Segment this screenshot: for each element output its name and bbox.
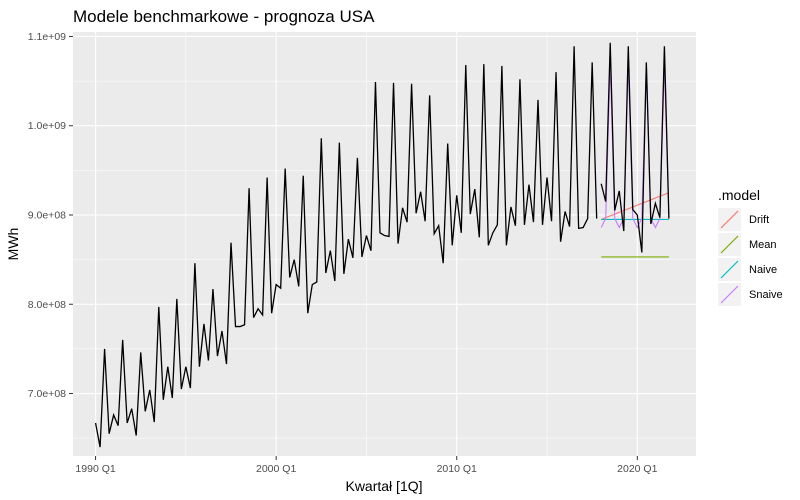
legend: .model Drift Mean Naive Snaive	[718, 187, 783, 306]
x-tick-label: 2000 Q1	[256, 463, 296, 475]
plot-panel	[73, 32, 696, 456]
y-tick-label: 1.1e+09	[28, 31, 66, 43]
x-tick-label: 1990 Q1	[75, 463, 115, 475]
legend-swatch-naive	[720, 260, 739, 279]
legend-swatch-drift	[720, 210, 739, 229]
grid-minor	[5, 32, 696, 456]
legend-title: .model	[718, 187, 760, 203]
series-line-drift	[600, 192, 670, 220]
y-tick-label: 8.0e+08	[28, 299, 66, 311]
y-tick-label: 1.0e+09	[28, 120, 66, 132]
y-axis: 7.0e+08 8.0e+08 9.0e+08 1.0e+09 1.1e+09	[28, 31, 73, 400]
chart-title: Modele benchmarkowe - prognoza USA	[73, 7, 375, 26]
legend-label-mean: Mean	[749, 239, 777, 251]
legend-label-drift: Drift	[749, 214, 769, 226]
y-tick-label: 7.0e+08	[28, 388, 66, 400]
x-tick-label: 2020 Q1	[617, 463, 657, 475]
x-axis: 1990 Q1 2000 Q1 2010 Q1 2020 Q1	[75, 456, 658, 475]
y-tick-label: 9.0e+08	[28, 209, 66, 221]
y-axis-title: MWh	[5, 228, 21, 261]
legend-label-snaive: Snaive	[749, 289, 783, 301]
legend-swatch-mean	[720, 235, 739, 254]
legend-swatch-snaive	[720, 285, 739, 304]
legend-label-naive: Naive	[749, 264, 777, 276]
series-layer	[94, 42, 670, 448]
x-tick-label: 2010 Q1	[437, 463, 477, 475]
series-line-actual	[94, 46, 598, 448]
x-axis-title: Kwartał [1Q]	[345, 478, 422, 494]
series-line-test-actual	[600, 42, 670, 253]
